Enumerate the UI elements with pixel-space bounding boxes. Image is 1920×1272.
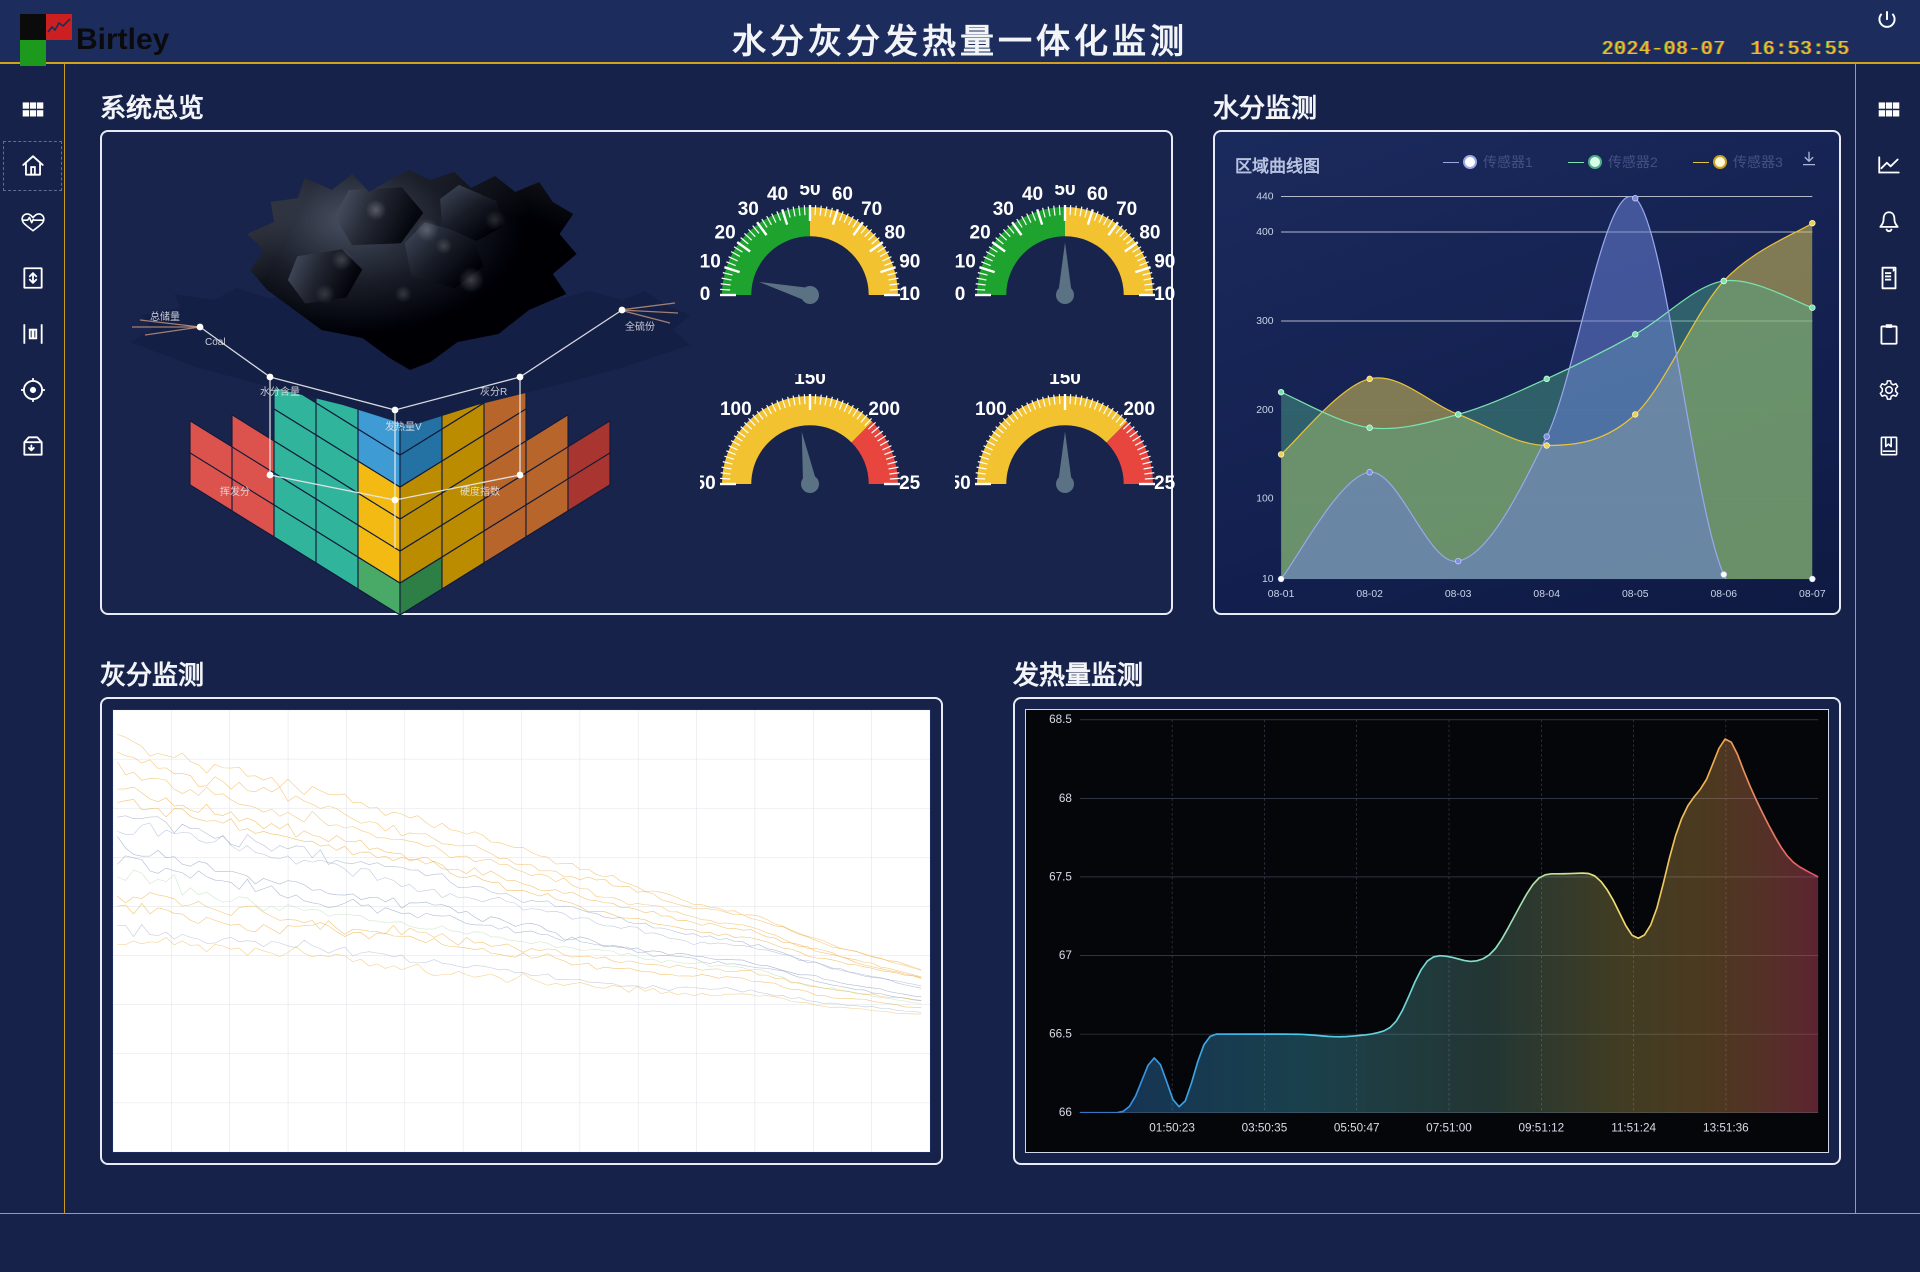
svg-text:66: 66 bbox=[1059, 1106, 1073, 1119]
svg-text:67: 67 bbox=[1059, 949, 1072, 962]
svg-text:发热量V: 发热量V bbox=[385, 420, 422, 433]
svg-text:66.5: 66.5 bbox=[1049, 1028, 1072, 1041]
svg-text:水分含量: 水分含量 bbox=[260, 385, 300, 398]
svg-text:200: 200 bbox=[1123, 399, 1155, 420]
svg-text:67.5: 67.5 bbox=[1049, 870, 1072, 883]
svg-text:70: 70 bbox=[861, 199, 882, 220]
svg-text:60: 60 bbox=[832, 185, 853, 205]
svg-text:80: 80 bbox=[884, 222, 905, 243]
svg-text:08-04: 08-04 bbox=[1533, 589, 1560, 600]
svg-text:09:51:12: 09:51:12 bbox=[1519, 1121, 1565, 1134]
svg-text:01:50:23: 01:50:23 bbox=[1149, 1121, 1195, 1134]
svg-text:0: 0 bbox=[700, 284, 710, 305]
svg-text:200: 200 bbox=[868, 399, 900, 420]
svg-text:50: 50 bbox=[799, 185, 820, 200]
svg-text:200: 200 bbox=[1256, 405, 1274, 416]
svg-text:100: 100 bbox=[899, 284, 920, 305]
svg-text:03:50:35: 03:50:35 bbox=[1242, 1121, 1288, 1134]
svg-text:13:51:36: 13:51:36 bbox=[1703, 1121, 1749, 1134]
svg-text:08-06: 08-06 bbox=[1711, 589, 1738, 600]
svg-text:灰分R: 灰分R bbox=[480, 385, 507, 398]
svg-text:100: 100 bbox=[1256, 494, 1274, 505]
svg-text:50: 50 bbox=[700, 473, 716, 494]
svg-text:150: 150 bbox=[794, 374, 826, 389]
svg-text:硬度指数: 硬度指数 bbox=[460, 485, 500, 498]
svg-text:10: 10 bbox=[1262, 574, 1274, 585]
svg-text:挥发分: 挥发分 bbox=[220, 485, 250, 498]
svg-text:80: 80 bbox=[1139, 222, 1160, 243]
svg-text:08-02: 08-02 bbox=[1356, 589, 1383, 600]
svg-text:05:50:47: 05:50:47 bbox=[1334, 1121, 1380, 1134]
svg-text:07:51:00: 07:51:00 bbox=[1426, 1121, 1472, 1134]
svg-text:总储量: 总储量 bbox=[150, 310, 180, 323]
svg-text:68: 68 bbox=[1059, 792, 1073, 805]
svg-text:20: 20 bbox=[715, 222, 736, 243]
svg-text:90: 90 bbox=[1154, 252, 1175, 273]
svg-text:90: 90 bbox=[899, 252, 920, 273]
svg-text:40: 40 bbox=[767, 185, 788, 205]
svg-text:440: 440 bbox=[1256, 191, 1274, 202]
svg-text:68.5: 68.5 bbox=[1049, 713, 1072, 726]
svg-text:100: 100 bbox=[720, 399, 752, 420]
svg-text:70: 70 bbox=[1116, 199, 1137, 220]
svg-text:08-03: 08-03 bbox=[1445, 589, 1472, 600]
svg-text:30: 30 bbox=[738, 199, 759, 220]
svg-text:10: 10 bbox=[955, 252, 976, 273]
svg-text:250: 250 bbox=[899, 473, 920, 494]
svg-text:150: 150 bbox=[1049, 374, 1081, 389]
svg-text:全硫份: 全硫份 bbox=[625, 320, 655, 333]
svg-text:11:51:24: 11:51:24 bbox=[1611, 1121, 1656, 1134]
svg-text:50: 50 bbox=[1054, 185, 1075, 200]
svg-text:08-07: 08-07 bbox=[1799, 589, 1826, 600]
svg-text:40: 40 bbox=[1022, 185, 1043, 205]
svg-text:250: 250 bbox=[1154, 473, 1175, 494]
svg-text:0: 0 bbox=[955, 284, 965, 305]
svg-text:Coal: Coal bbox=[205, 337, 226, 348]
svg-text:100: 100 bbox=[975, 399, 1007, 420]
svg-text:30: 30 bbox=[993, 199, 1014, 220]
svg-text:08-05: 08-05 bbox=[1622, 589, 1649, 600]
svg-text:60: 60 bbox=[1087, 185, 1108, 205]
svg-text:300: 300 bbox=[1256, 316, 1274, 327]
svg-text:08-01: 08-01 bbox=[1268, 589, 1295, 600]
svg-text:100: 100 bbox=[1154, 284, 1175, 305]
svg-text:20: 20 bbox=[970, 222, 991, 243]
svg-text:10: 10 bbox=[700, 252, 721, 273]
svg-text:400: 400 bbox=[1256, 227, 1274, 238]
svg-text:50: 50 bbox=[955, 473, 971, 494]
